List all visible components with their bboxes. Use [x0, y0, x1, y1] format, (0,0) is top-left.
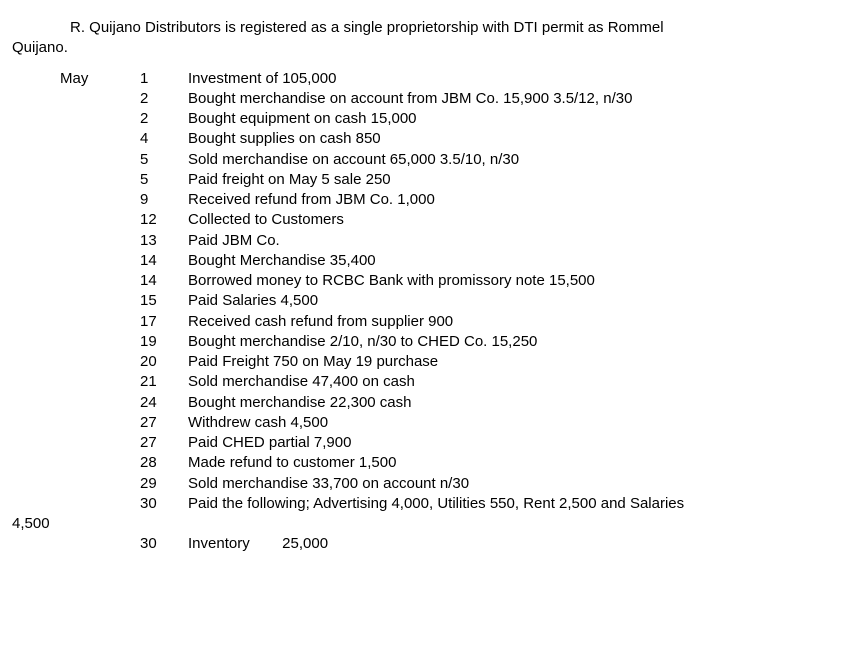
desc-col: Borrowed money to RCBC Bank with promiss… [188, 271, 858, 291]
day-col: 19 [140, 332, 188, 352]
transaction-row: 29Sold merchandise 33,700 on account n/3… [0, 474, 858, 494]
wrapped-salaries-amount: 4,500 [0, 514, 858, 534]
day-col: 1 [140, 69, 188, 89]
day-col: 12 [140, 210, 188, 230]
transaction-row: 14Bought Merchandise 35,400 [0, 251, 858, 271]
desc-col: Paid Salaries 4,500 [188, 291, 858, 311]
day-col: 2 [140, 109, 188, 129]
desc-col: Received refund from JBM Co. 1,000 [188, 190, 858, 210]
day-col: 30 [140, 494, 188, 514]
desc-col: Withdrew cash 4,500 [188, 413, 858, 433]
desc-col: Bought supplies on cash 850 [188, 129, 858, 149]
transaction-row: 5Sold merchandise on account 65,000 3.5/… [0, 150, 858, 170]
transaction-row: 27Withdrew cash 4,500 [0, 413, 858, 433]
intro-line-2: Quijano. [12, 38, 858, 58]
desc-col: Collected to Customers [188, 210, 858, 230]
transaction-row: 12Collected to Customers [0, 210, 858, 230]
inventory-label: Inventory [188, 534, 278, 554]
intro-line-1: R. Quijano Distributors is registered as… [70, 18, 858, 38]
transaction-row: 5Paid freight on May 5 sale 250 [0, 170, 858, 190]
day-col: 13 [140, 231, 188, 251]
day-col: 21 [140, 372, 188, 392]
day-col: 5 [140, 150, 188, 170]
desc-col: Paid the following; Advertising 4,000, U… [188, 494, 858, 514]
desc-col: Bought merchandise on account from JBM C… [188, 89, 858, 109]
transaction-row: 27Paid CHED partial 7,900 [0, 433, 858, 453]
day-col: 5 [140, 170, 188, 190]
transaction-row: 20Paid Freight 750 on May 19 purchase [0, 352, 858, 372]
transaction-row: 4Bought supplies on cash 850 [0, 129, 858, 149]
desc-col: Sold merchandise on account 65,000 3.5/1… [188, 150, 858, 170]
transaction-row: 15Paid Salaries 4,500 [0, 291, 858, 311]
inventory-value: 25,000 [282, 535, 328, 552]
day-col: 4 [140, 129, 188, 149]
desc-col: Paid freight on May 5 sale 250 [188, 170, 858, 190]
day-col: 27 [140, 413, 188, 433]
desc-col: Bought merchandise 2/10, n/30 to CHED Co… [188, 332, 858, 352]
day-col: 9 [140, 190, 188, 210]
transaction-row: 28Made refund to customer 1,500 [0, 453, 858, 473]
day-col: 15 [140, 291, 188, 311]
desc-col: Paid CHED partial 7,900 [188, 433, 858, 453]
day-col: 17 [140, 312, 188, 332]
transactions-list: May1Investment of 105,0002Bought merchan… [0, 69, 858, 515]
desc-col: Paid Freight 750 on May 19 purchase [188, 352, 858, 372]
desc-col: Investment of 105,000 [188, 69, 858, 89]
day-col: 29 [140, 474, 188, 494]
day-col: 27 [140, 433, 188, 453]
day-col: 24 [140, 393, 188, 413]
desc-col: Bought equipment on cash 15,000 [188, 109, 858, 129]
transaction-row: 9Received refund from JBM Co. 1,000 [0, 190, 858, 210]
transaction-row: 2Bought equipment on cash 15,000 [0, 109, 858, 129]
desc-col: Received cash refund from supplier 900 [188, 312, 858, 332]
day-col: 14 [140, 251, 188, 271]
transaction-row: 21Sold merchandise 47,400 on cash [0, 372, 858, 392]
month-col: May [0, 69, 140, 89]
transaction-row: 17Received cash refund from supplier 900 [0, 312, 858, 332]
desc-col: Bought merchandise 22,300 cash [188, 393, 858, 413]
transaction-row: 14Borrowed money to RCBC Bank with promi… [0, 271, 858, 291]
intro-paragraph: R. Quijano Distributors is registered as… [0, 18, 858, 59]
transaction-row: 2Bought merchandise on account from JBM … [0, 89, 858, 109]
inventory-day: 30 [140, 534, 188, 554]
inventory-desc: Inventory 25,000 [188, 534, 858, 554]
transaction-row: 24Bought merchandise 22,300 cash [0, 393, 858, 413]
transaction-row: May1Investment of 105,000 [0, 69, 858, 89]
transaction-row: 30Paid the following; Advertising 4,000,… [0, 494, 858, 514]
day-col: 14 [140, 271, 188, 291]
day-col: 20 [140, 352, 188, 372]
transaction-row: 13Paid JBM Co. [0, 231, 858, 251]
transaction-row: 19Bought merchandise 2/10, n/30 to CHED … [0, 332, 858, 352]
desc-col: Sold merchandise 33,700 on account n/30 [188, 474, 858, 494]
inventory-row: 30 Inventory 25,000 [0, 534, 858, 554]
desc-col: Sold merchandise 47,400 on cash [188, 372, 858, 392]
desc-col: Made refund to customer 1,500 [188, 453, 858, 473]
day-col: 28 [140, 453, 188, 473]
desc-col: Bought Merchandise 35,400 [188, 251, 858, 271]
desc-col: Paid JBM Co. [188, 231, 858, 251]
day-col: 2 [140, 89, 188, 109]
